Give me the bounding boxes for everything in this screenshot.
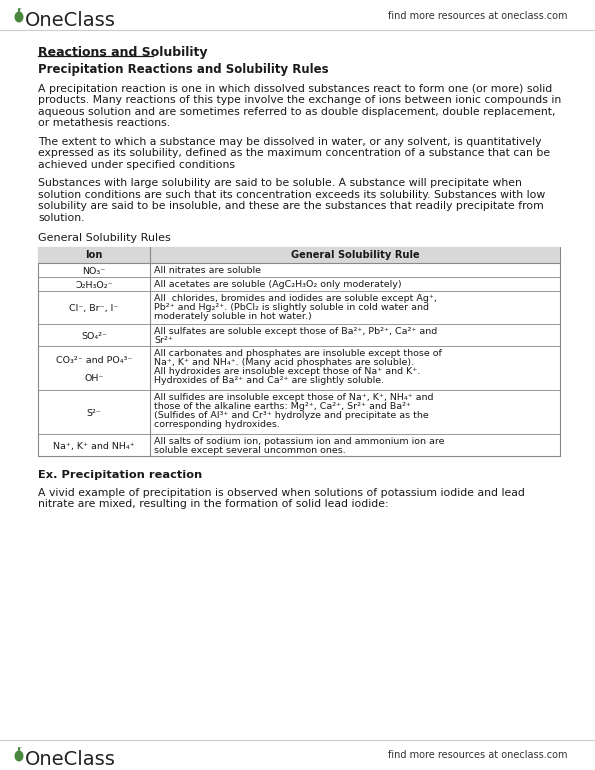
Text: OH⁻: OH⁻	[84, 373, 104, 383]
Text: OneClass: OneClass	[25, 11, 116, 30]
Text: aqueous solution and are sometimes referred to as double displacement, double re: aqueous solution and are sometimes refer…	[38, 107, 556, 117]
Text: Sr²⁺: Sr²⁺	[154, 336, 173, 345]
Text: All nitrates are soluble: All nitrates are soluble	[154, 266, 261, 275]
Text: Precipitation Reactions and Solubility Rules: Precipitation Reactions and Solubility R…	[38, 63, 328, 76]
Text: All sulfides are insoluble except those of Na⁺, K⁺, NH₄⁺ and: All sulfides are insoluble except those …	[154, 393, 434, 402]
Text: products. Many reactions of this type involve the exchange of ions between ionic: products. Many reactions of this type in…	[38, 95, 561, 105]
Text: solution conditions are such that its concentration exceeds its solubility. Subs: solution conditions are such that its co…	[38, 189, 545, 199]
Text: Substances with large solubility are said to be soluble. A substance will precip: Substances with large solubility are sai…	[38, 178, 522, 188]
Text: those of the alkaline earths: Mg²⁺, Ca²⁺, Sr²⁺ and Ba²⁺: those of the alkaline earths: Mg²⁺, Ca²⁺…	[154, 402, 411, 411]
Text: OneClass: OneClass	[25, 750, 116, 769]
Polygon shape	[19, 747, 22, 749]
Text: nitrate are mixed, resulting in the formation of solid lead iodide:: nitrate are mixed, resulting in the form…	[38, 499, 389, 509]
Text: Pb²⁺ and Hg₂²⁺. (PbCl₂ is slightly soluble in cold water and: Pb²⁺ and Hg₂²⁺. (PbCl₂ is slightly solub…	[154, 303, 429, 313]
Text: Ion: Ion	[85, 250, 103, 260]
Text: corresponding hydroxides.: corresponding hydroxides.	[154, 420, 280, 429]
Text: All acetates are soluble (AgC₂H₃O₂ only moderately): All acetates are soluble (AgC₂H₃O₂ only …	[154, 280, 402, 290]
Ellipse shape	[14, 751, 23, 762]
Text: Ex. Precipitation reaction: Ex. Precipitation reaction	[38, 470, 202, 480]
Text: A precipitation reaction is one in which dissolved substances react to form one : A precipitation reaction is one in which…	[38, 84, 552, 94]
Text: The extent to which a substance may be dissolved in water, or any solvent, is qu: The extent to which a substance may be d…	[38, 137, 541, 147]
Text: Na⁺, K⁺ and NH₄⁺. (Many acid phosphates are soluble).: Na⁺, K⁺ and NH₄⁺. (Many acid phosphates …	[154, 358, 414, 367]
Text: Reactions and Solubility: Reactions and Solubility	[38, 46, 208, 59]
Text: SO₄²⁻: SO₄²⁻	[81, 332, 107, 341]
Text: NO₃⁻: NO₃⁻	[82, 266, 106, 276]
Text: soluble except several uncommon ones.: soluble except several uncommon ones.	[154, 447, 346, 455]
Text: or metathesis reactions.: or metathesis reactions.	[38, 119, 170, 129]
Text: Na⁺, K⁺ and NH₄⁺: Na⁺, K⁺ and NH₄⁺	[53, 442, 135, 450]
Polygon shape	[19, 8, 22, 11]
Text: All carbonates and phosphates are insoluble except those of: All carbonates and phosphates are insolu…	[154, 350, 442, 358]
Text: All sulfates are soluble except those of Ba²⁺, Pb²⁺, Ca²⁺ and: All sulfates are soluble except those of…	[154, 327, 437, 336]
Text: solubility are said to be insoluble, and these are the substances that readily p: solubility are said to be insoluble, and…	[38, 201, 544, 211]
Ellipse shape	[14, 12, 23, 22]
Text: find more resources at oneclass.com: find more resources at oneclass.com	[387, 11, 567, 21]
Text: Ɔ₂H₃O₂⁻: Ɔ₂H₃O₂⁻	[75, 281, 113, 290]
Text: Cl⁻, Br⁻, I⁻: Cl⁻, Br⁻, I⁻	[69, 304, 118, 313]
Text: achieved under specified conditions: achieved under specified conditions	[38, 160, 235, 170]
Text: S²⁻: S²⁻	[86, 409, 101, 418]
Text: All salts of sodium ion, potassium ion and ammonium ion are: All salts of sodium ion, potassium ion a…	[154, 437, 444, 447]
Text: A vivid example of precipitation is observed when solutions of potassium iodide : A vivid example of precipitation is obse…	[38, 487, 525, 497]
Text: find more resources at oneclass.com: find more resources at oneclass.com	[387, 750, 567, 760]
Text: All hydroxides are insoluble except those of Na⁺ and K⁺.: All hydroxides are insoluble except thos…	[154, 367, 420, 377]
Text: General Solubility Rules: General Solubility Rules	[38, 233, 171, 243]
Text: Hydroxides of Ba²⁺ and Ca²⁺ are slightly soluble.: Hydroxides of Ba²⁺ and Ca²⁺ are slightly…	[154, 377, 384, 385]
Bar	[38, 247, 560, 263]
Text: (Sulfides of Al³⁺ and Cr³⁺ hydrolyze and precipitate as the: (Sulfides of Al³⁺ and Cr³⁺ hydrolyze and…	[154, 411, 429, 420]
Text: solution.: solution.	[38, 213, 84, 223]
Text: expressed as its solubility, defined as the maximum concentration of a substance: expressed as its solubility, defined as …	[38, 149, 550, 159]
Text: All  chlorides, bromides and iodides are soluble except Ag⁺,: All chlorides, bromides and iodides are …	[154, 294, 437, 303]
Text: General Solubility Rule: General Solubility Rule	[291, 250, 419, 260]
Text: CO₃²⁻ and PO₄³⁻: CO₃²⁻ and PO₄³⁻	[56, 356, 132, 365]
Bar	[38, 247, 560, 457]
Text: moderately soluble in hot water.): moderately soluble in hot water.)	[154, 313, 312, 321]
